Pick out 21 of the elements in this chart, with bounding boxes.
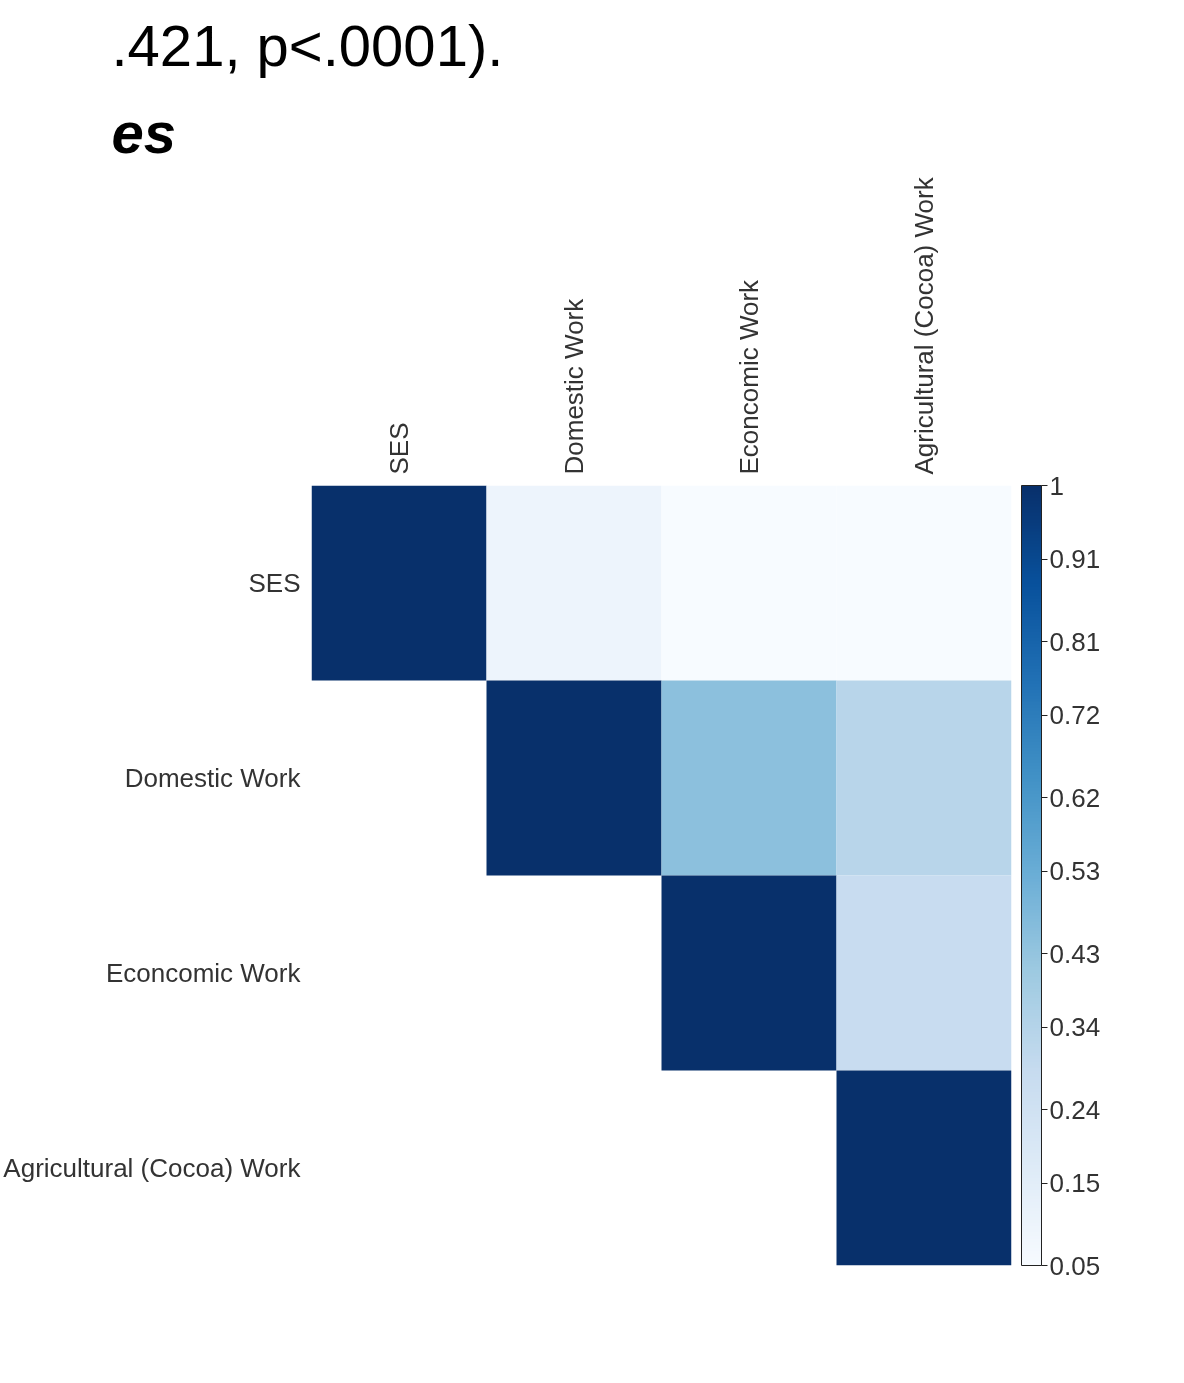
y-tick-label: SES bbox=[248, 568, 301, 598]
color-bar-label: 0.34 bbox=[1049, 1012, 1101, 1043]
x-tick-label: Domestic Work bbox=[559, 297, 589, 475]
color-bar-label: 0.53 bbox=[1049, 856, 1101, 887]
color-bar-label: 0.81 bbox=[1049, 626, 1101, 657]
color-bar-label: 0.24 bbox=[1049, 1094, 1101, 1125]
color-bar-label: 0.15 bbox=[1049, 1168, 1101, 1199]
color-bar-label: 0.62 bbox=[1049, 782, 1101, 813]
y-tick-label: Domestic Work bbox=[124, 763, 302, 793]
color-bar-label: 0.05 bbox=[1049, 1250, 1101, 1281]
color-bar-label: 1 bbox=[1049, 470, 1064, 501]
color-bar-label: 0.72 bbox=[1049, 700, 1101, 731]
y-tick-label: Econcomic Work bbox=[105, 958, 302, 988]
y-tick-label: Agricultural (Cocoa) Work bbox=[3, 1153, 302, 1183]
x-tick-label: Econcomic Work bbox=[734, 278, 764, 475]
text: .421, p<.0001). bbox=[111, 12, 504, 78]
color-bar-label: 0.91 bbox=[1049, 544, 1101, 575]
x-tick-label: Agricultural (Cocoa) Work bbox=[909, 176, 939, 475]
text: es bbox=[111, 99, 177, 165]
color-bar-label: 0.43 bbox=[1049, 938, 1101, 969]
x-tick-label: SES bbox=[384, 422, 414, 475]
